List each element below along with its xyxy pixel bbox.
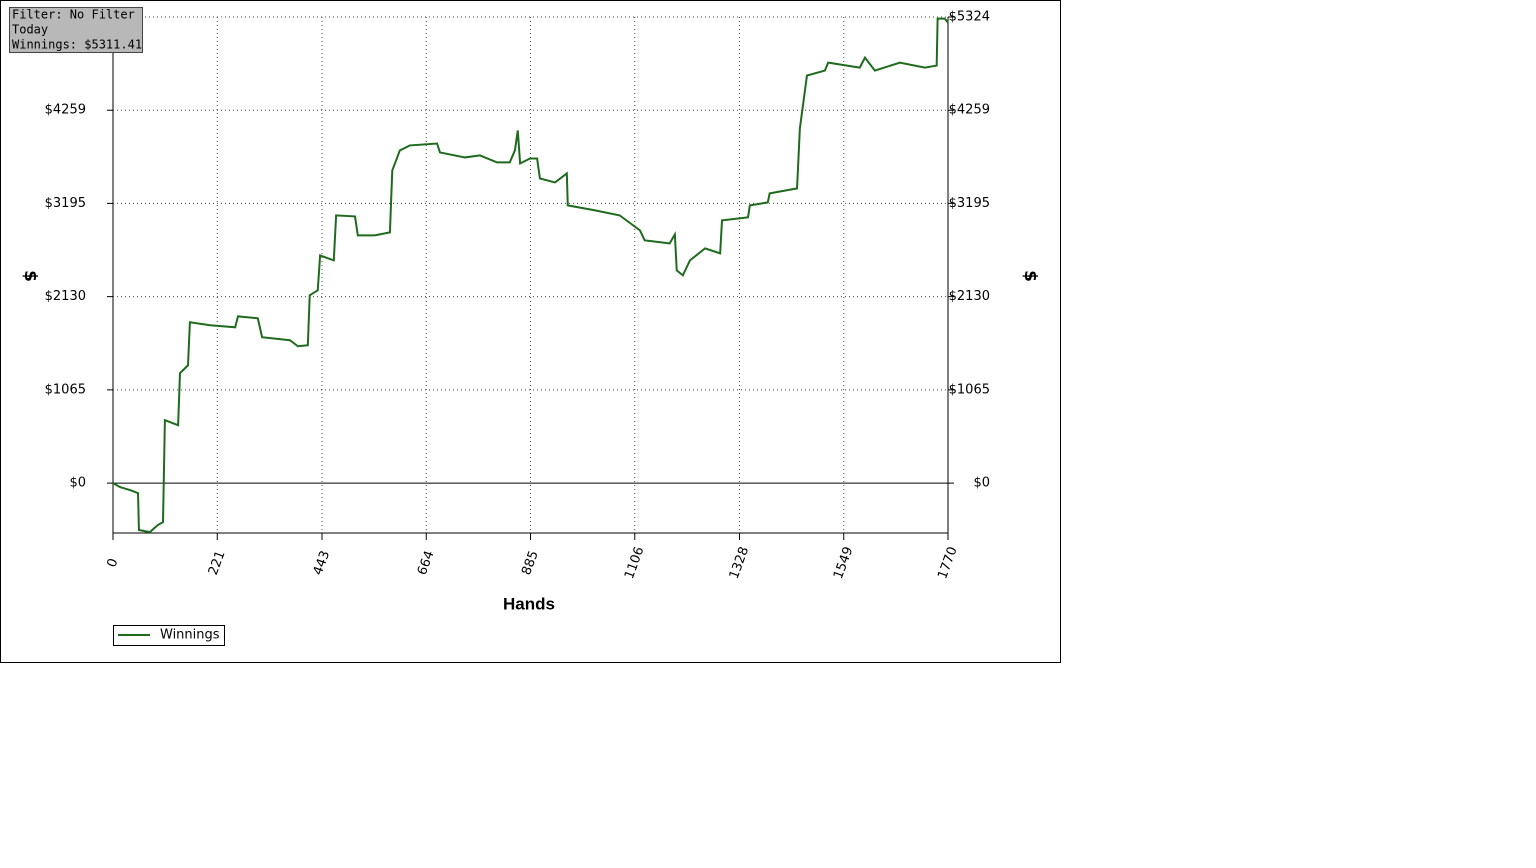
x-axis-label: Hands bbox=[503, 594, 555, 613]
info-line: Today bbox=[12, 23, 48, 37]
y2-axis-label: $ bbox=[1020, 270, 1040, 282]
legend bbox=[113, 625, 225, 646]
y2-tick-label: $4259 bbox=[949, 103, 990, 118]
y2-tick-label: $2130 bbox=[949, 289, 990, 304]
y2-tick-label: $0 bbox=[973, 476, 990, 491]
line bbox=[112, 17, 949, 534]
legend-label: Winnings bbox=[160, 628, 220, 643]
y-tick-label: $4259 bbox=[45, 103, 86, 118]
chart-frame bbox=[0, 0, 1061, 663]
y2-tick-label: $3195 bbox=[949, 196, 990, 211]
y-tick-label: $3195 bbox=[45, 196, 86, 211]
info-box bbox=[9, 7, 143, 53]
y2-tick-label: $5324 bbox=[949, 10, 990, 25]
y-tick-label: $0 bbox=[69, 476, 86, 491]
info-line: Filter: No Filter bbox=[12, 8, 135, 22]
y2-tick-label: $1065 bbox=[949, 382, 990, 397]
y-tick-label: $1065 bbox=[45, 382, 86, 397]
y-axis-label: $ bbox=[20, 270, 40, 282]
info-line: Winnings: $5311.41 bbox=[12, 38, 142, 52]
y-tick-label: $2130 bbox=[45, 289, 86, 304]
